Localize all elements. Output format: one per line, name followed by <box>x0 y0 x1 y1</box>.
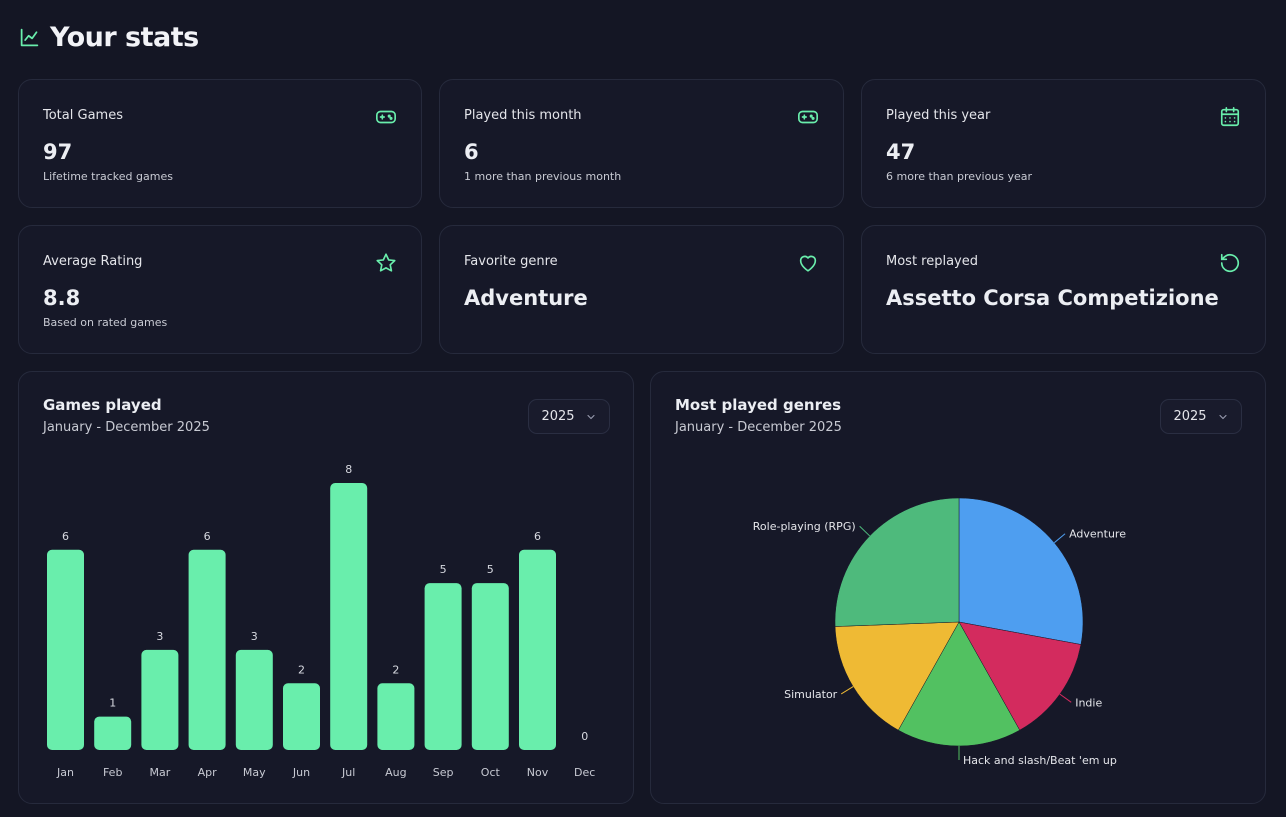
x-tick-label: Aug <box>385 766 406 779</box>
stat-subtext: Based on rated games <box>43 316 168 329</box>
games-played-card: Games played January - December 2025 202… <box>18 371 634 804</box>
bar-value-label: 6 <box>62 530 69 543</box>
year-select[interactable]: 2025 <box>1160 399 1242 434</box>
chart-subtitle: January - December 2025 <box>675 420 842 435</box>
bar-apr[interactable] <box>188 549 226 750</box>
chart-title: Most played genres <box>675 396 842 414</box>
x-tick-label: Jan <box>56 766 74 779</box>
pie-leader-line <box>1053 533 1066 544</box>
calendar-icon <box>1220 107 1240 127</box>
bar-value-label: 8 <box>345 463 352 476</box>
stat-value: 6 <box>464 140 479 164</box>
heart-icon <box>799 255 817 272</box>
x-tick-label: Feb <box>103 766 122 779</box>
bar-value-label: 1 <box>109 697 116 710</box>
pie-slice-0[interactable] <box>958 497 1084 645</box>
bar-value-label: 0 <box>581 730 588 743</box>
pie-slice-2[interactable] <box>897 621 1021 747</box>
chart-title: Games played <box>43 396 162 414</box>
page-title: Your stats <box>50 22 199 53</box>
stat-card-favorite-genre: Favorite genre Adventure <box>439 225 844 354</box>
stat-label: Played this year <box>886 108 991 123</box>
bar-nov[interactable] <box>519 549 556 750</box>
x-tick-label: May <box>243 766 266 779</box>
pie-slice-4[interactable] <box>834 497 960 627</box>
bar-jul[interactable] <box>330 483 368 750</box>
stat-subtext: 1 more than previous month <box>464 170 622 183</box>
stat-subtext: 6 more than previous year <box>886 170 1033 183</box>
bar-feb[interactable] <box>94 716 132 750</box>
genres-card: Most played genres January - December 20… <box>650 371 1266 804</box>
pie-slice-3[interactable] <box>834 621 960 731</box>
star-icon <box>376 253 396 272</box>
pie-slice-1[interactable] <box>958 621 1082 731</box>
bar-aug[interactable] <box>377 683 415 750</box>
bar-value-label: 3 <box>156 630 163 643</box>
page-header: Your stats <box>19 22 199 53</box>
bar-value-label: 3 <box>251 630 258 643</box>
stat-card-total-games: Total Games 97 Lifetime tracked games <box>18 79 422 208</box>
pie-label: Hack and slash/Beat 'em up <box>963 754 1117 767</box>
stat-value: 8.8 <box>43 286 81 310</box>
x-tick-label: Nov <box>527 766 549 779</box>
bar-mar[interactable] <box>141 649 179 750</box>
stat-value: Assetto Corsa Competizione <box>886 286 1219 310</box>
bar-value-label: 5 <box>487 563 494 576</box>
replay-icon <box>1220 253 1240 273</box>
pie-leader-line <box>840 686 854 695</box>
x-tick-label: Jul <box>341 766 355 779</box>
bar-value-label: 6 <box>534 530 541 543</box>
stat-card-played-month: Played this month 6 1 more than previous… <box>439 79 844 208</box>
bar-jun[interactable] <box>283 683 320 750</box>
chart-subtitle: January - December 2025 <box>43 420 210 435</box>
x-tick-label: Sep <box>433 766 454 779</box>
stat-subtext: Lifetime tracked games <box>43 170 173 183</box>
bar-jan[interactable] <box>47 549 84 750</box>
games-played-bar-chart: 6 Jan 1 Feb 3 Mar 6 Apr 3 May 2 Jun 8 Jul 2 Aug 5 Sep 5 Oct… <box>47 463 595 779</box>
bar-value-label: 6 <box>204 530 211 543</box>
bar-value-label: 2 <box>392 663 399 676</box>
x-tick-label: Apr <box>198 766 218 779</box>
chevron-down-icon <box>586 414 595 419</box>
gamepad-icon <box>376 110 396 124</box>
pie-label: Adventure <box>1069 528 1126 541</box>
genres-pie-chart: Adventure Indie Hack and slash/Beat 'em up… <box>753 497 1126 767</box>
stat-value: 47 <box>886 140 916 164</box>
stat-label: Most replayed <box>886 254 979 269</box>
year-select[interactable]: 2025 <box>528 399 610 434</box>
stat-card-played-year: Played this year 47 6 more than previous… <box>861 79 1266 208</box>
stat-label: Favorite genre <box>464 254 558 269</box>
stat-value: Adventure <box>464 286 588 310</box>
stat-label: Total Games <box>43 108 123 123</box>
year-select-value: 2025 <box>1173 409 1207 424</box>
x-tick-label: Jun <box>292 766 310 779</box>
x-tick-label: Dec <box>574 766 595 779</box>
bar-value-label: 5 <box>440 563 447 576</box>
stat-label: Average Rating <box>43 254 143 269</box>
pie-label: Simulator <box>784 688 838 701</box>
x-tick-label: Oct <box>481 766 501 779</box>
year-select-value: 2025 <box>541 409 575 424</box>
bar-oct[interactable] <box>471 583 509 750</box>
pie-leader-line <box>1059 693 1072 703</box>
chart-line-icon <box>20 28 39 47</box>
x-tick-label: Mar <box>150 766 171 779</box>
pie-label: Role-playing (RPG) <box>753 520 856 533</box>
gamepad-icon <box>798 110 818 124</box>
stat-value: 97 <box>43 140 73 164</box>
bar-sep[interactable] <box>424 583 462 750</box>
stat-card-most-replayed: Most replayed Assetto Corsa Competizione <box>861 225 1266 354</box>
stat-card-average-rating: Average Rating 8.8 Based on rated games <box>18 225 422 354</box>
stat-label: Played this month <box>464 108 582 123</box>
bar-value-label: 2 <box>298 663 305 676</box>
pie-label: Indie <box>1075 696 1102 709</box>
bar-may[interactable] <box>235 649 273 750</box>
pie-leader-line <box>859 525 871 537</box>
chevron-down-icon <box>1218 414 1227 419</box>
